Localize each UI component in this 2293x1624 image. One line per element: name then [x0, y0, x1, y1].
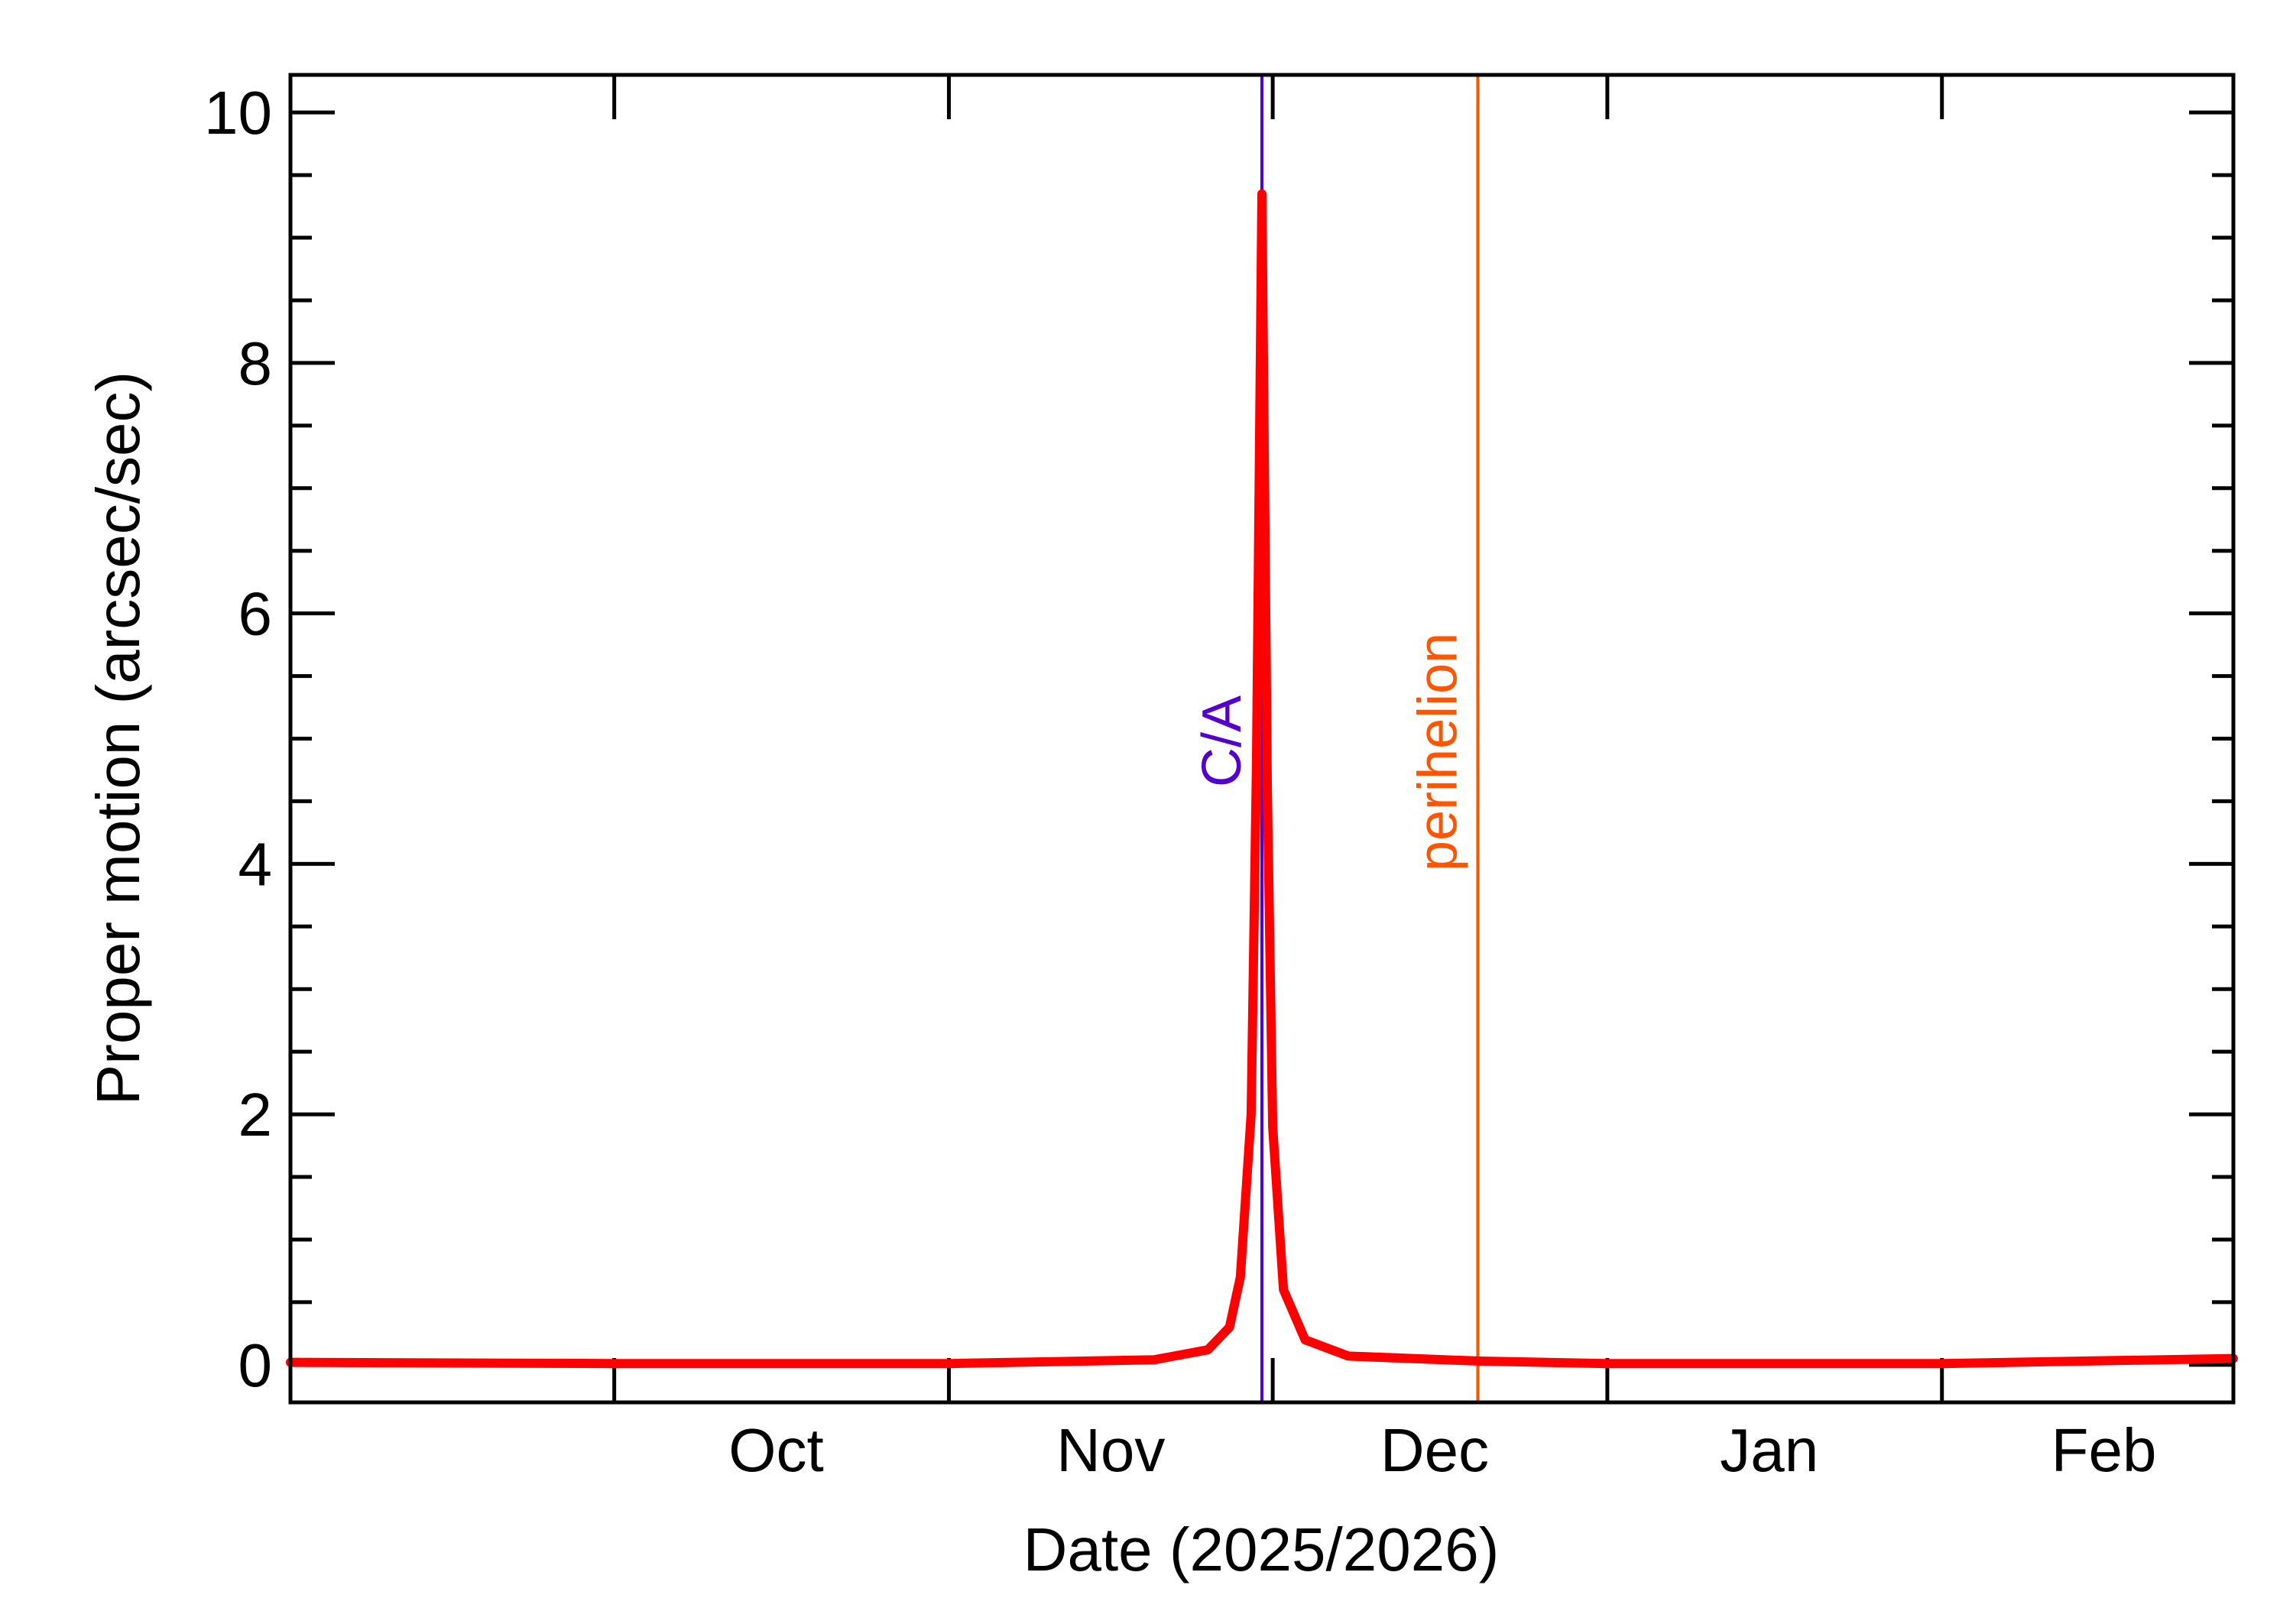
y-tick-label: 4: [238, 830, 273, 898]
x-tick-label: Jan: [1720, 1416, 1818, 1484]
event-marker-label: C/A: [1192, 695, 1253, 787]
y-tick-label: 2: [238, 1081, 273, 1149]
x-tick-label: Nov: [1056, 1416, 1165, 1484]
data-series: [286, 189, 2238, 1369]
x-tick-label: Dec: [1380, 1416, 1489, 1484]
y-axis-label: Proper motion (arcsec/sec): [84, 371, 152, 1105]
y-tick-label: 0: [238, 1331, 273, 1399]
y-tick-label: 10: [204, 79, 272, 147]
x-tick-label: Oct: [728, 1416, 823, 1484]
y-tick-label: 6: [238, 580, 273, 648]
plot-frame: [288, 73, 2236, 1405]
x-tick-label: Feb: [2051, 1416, 2157, 1484]
tick-labels: 0 2 4 6 8 10 Oct Nov Dec Jan Feb: [204, 79, 2156, 1484]
x-axis-label: Date (2025/2026): [1023, 1515, 1500, 1583]
series-line: [286, 189, 2238, 1369]
y-tick-label: 8: [238, 329, 273, 397]
event-marker-label: perihelion: [1407, 633, 1468, 871]
